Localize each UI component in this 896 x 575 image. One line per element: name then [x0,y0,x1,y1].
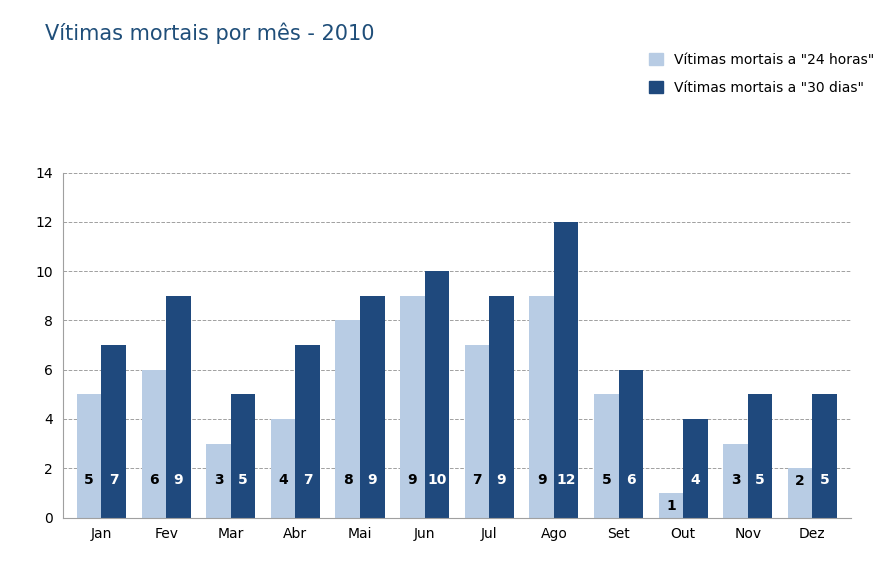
Bar [401,296,425,518]
Text: 9: 9 [367,473,377,487]
Text: 5: 5 [84,473,94,487]
Bar [101,345,126,518]
Bar [813,394,837,518]
Text: 1: 1 [666,499,676,513]
Bar [788,468,813,518]
Text: 4: 4 [279,473,288,487]
Bar [206,443,231,518]
Text: 7: 7 [472,473,482,487]
Bar [659,493,683,518]
Text: 6: 6 [149,473,159,487]
Text: 5: 5 [820,473,830,487]
Text: 2: 2 [796,474,805,488]
Bar [594,394,618,518]
Text: 3: 3 [731,473,740,487]
Bar [489,296,513,518]
Bar [683,419,708,518]
Bar [271,419,296,518]
Text: 10: 10 [427,473,446,487]
Text: 5: 5 [601,473,611,487]
Text: 6: 6 [626,473,635,487]
Bar [554,222,579,518]
Text: 9: 9 [496,473,506,487]
Bar [530,296,554,518]
Bar [166,296,191,518]
Bar [142,370,166,518]
Bar [618,370,643,518]
Text: 5: 5 [755,473,765,487]
Legend: Vítimas mortais a "24 horas", Vítimas mortais a "30 dias": Vítimas mortais a "24 horas", Vítimas mo… [643,47,880,100]
Bar [296,345,320,518]
Bar [748,394,772,518]
Text: 9: 9 [174,473,183,487]
Text: Vítimas mortais por mês - 2010: Vítimas mortais por mês - 2010 [45,23,375,44]
Bar [425,271,449,518]
Bar [360,296,384,518]
Text: 3: 3 [213,473,223,487]
Bar [723,443,748,518]
Bar [231,394,255,518]
Text: 9: 9 [408,473,418,487]
Bar [465,345,489,518]
Text: 12: 12 [556,473,576,487]
Text: 7: 7 [109,473,118,487]
Text: 7: 7 [303,473,313,487]
Bar [335,320,360,518]
Bar [77,394,101,518]
Text: 8: 8 [343,473,353,487]
Text: 9: 9 [537,473,547,487]
Text: 4: 4 [691,473,701,487]
Text: 5: 5 [238,473,248,487]
